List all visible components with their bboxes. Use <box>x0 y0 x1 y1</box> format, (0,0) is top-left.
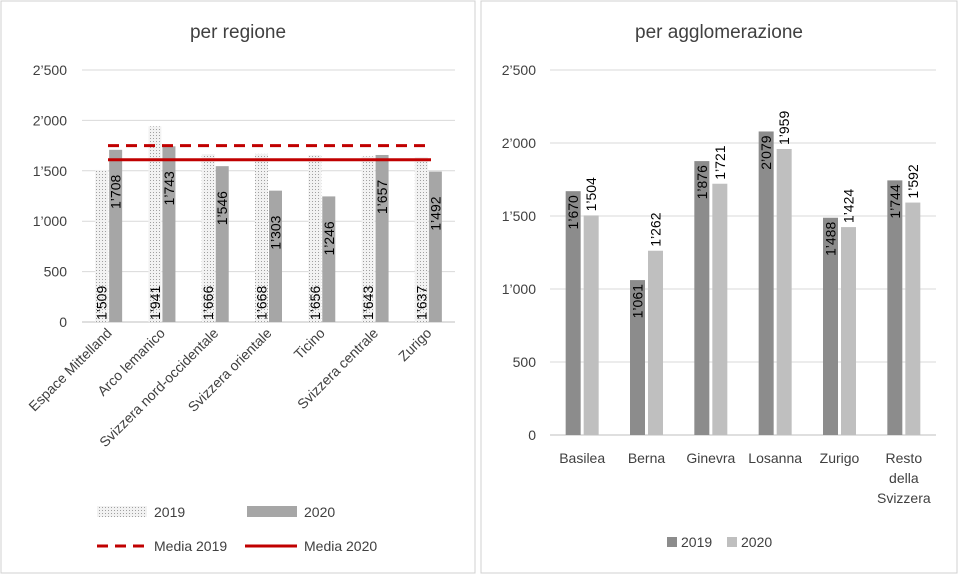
legend-swatch-2020 <box>247 506 297 517</box>
category-label-resto-della-svizzera: Resto della Svizzera <box>877 450 931 506</box>
category-label-berna: Berna <box>628 450 666 466</box>
legend-label-2020: 2020 <box>304 504 335 520</box>
category-label-ginevra: Ginevra <box>686 450 735 466</box>
y-tick-label: 500 <box>44 264 68 280</box>
region-legend: 2019 2020 Media 2019 Media 2020 <box>97 504 377 554</box>
left-panel-frame <box>0 0 476 574</box>
data-label-2019-basilea: 1’670 <box>565 195 581 229</box>
bar-2020-berna <box>648 250 663 435</box>
legend-label-2020: 2020 <box>741 534 772 550</box>
category-label-basilea: Basilea <box>559 450 605 466</box>
data-label-2019-ticino: 1’656 <box>307 286 323 320</box>
data-label-2020-arco-lemanico: 1’743 <box>161 171 177 205</box>
legend-swatch-2020 <box>727 537 737 547</box>
y-tick-label: 0 <box>528 427 536 443</box>
agglomeration-legend: 2019 2020 <box>667 534 772 550</box>
bar-2020-ginevra <box>712 183 728 435</box>
bar-2020-resto-della-svizzera <box>905 202 921 435</box>
data-label-2019-svizzera-orientale: 1’668 <box>254 286 270 320</box>
data-label-2020-zurigo: 1’424 <box>841 189 857 223</box>
y-tick-label: 1’000 <box>502 281 536 297</box>
category-label-zurigo: Zurigo <box>820 450 860 466</box>
legend-label-media-2019: Media 2019 <box>154 538 227 554</box>
legend-label-2019: 2019 <box>681 534 712 550</box>
y-tick-label: 2’000 <box>33 112 67 128</box>
data-label-2019-svizzera-centrale: 1’643 <box>360 286 376 320</box>
bar-2019-berna <box>630 280 645 435</box>
bar-2019-zurigo <box>823 217 838 435</box>
data-label-2020-losanna: 1’959 <box>776 111 792 145</box>
data-label-2020-ginevra: 1’721 <box>712 145 728 179</box>
bar-2020-ticino <box>322 196 336 322</box>
data-label-2019-espace-mittelland: 1’509 <box>94 286 110 320</box>
data-label-2019-zurigo: 1’637 <box>413 286 429 320</box>
legend-label-media-2020: Media 2020 <box>304 538 377 554</box>
data-label-2019-svizzera-nord-occidentale: 1’666 <box>200 286 216 320</box>
bar-2019-arco-lemanico <box>148 126 162 322</box>
bar-2019-svizzera-centrale <box>361 156 375 322</box>
data-label-2020-svizzera-orientale: 1’303 <box>268 215 284 249</box>
data-label-2019-berna: 1’061 <box>630 284 646 318</box>
bar-2020-basilea <box>583 215 599 435</box>
y-tick-label: 1’500 <box>33 163 67 179</box>
data-label-2019-ginevra: 1’876 <box>694 165 710 199</box>
bar-2019-zurigo <box>414 156 428 322</box>
data-label-2020-svizzera-centrale: 1’657 <box>374 180 390 214</box>
data-label-2020-basilea: 1’504 <box>583 177 599 211</box>
bar-2019-svizzera-nord-occidentale <box>201 154 215 322</box>
data-label-2019-arco-lemanico: 1’941 <box>147 286 163 320</box>
legend-swatch-2019-dotted <box>97 506 147 517</box>
bar-2019-losanna <box>758 131 774 435</box>
bar-2020-losanna <box>776 148 792 435</box>
data-label-2020-ticino: 1’246 <box>321 221 337 255</box>
data-label-2020-resto-della-svizzera: 1’592 <box>905 164 921 198</box>
agglomeration-chart-title: per agglomerazione <box>635 22 803 43</box>
region-chart-title: per regione <box>190 22 286 43</box>
y-tick-label: 2’500 <box>502 62 536 78</box>
data-label-2019-losanna: 2’079 <box>758 135 774 169</box>
bar-2019-ginevra <box>694 161 710 435</box>
data-label-2020-berna: 1’262 <box>648 212 664 246</box>
data-label-2020-zurigo: 1’492 <box>427 196 443 230</box>
y-tick-label: 2’500 <box>33 62 67 78</box>
y-tick-label: 1’000 <box>33 213 67 229</box>
bar-2019-basilea <box>565 191 581 435</box>
bar-2020-zurigo <box>428 171 442 322</box>
legend-label-2019: 2019 <box>154 504 185 520</box>
legend-swatch-2019 <box>667 537 677 547</box>
category-label-losanna: Losanna <box>748 450 802 466</box>
data-label-2020-svizzera-nord-occidentale: 1’546 <box>214 191 230 225</box>
bar-2020-zurigo <box>841 227 856 435</box>
bar-2020-svizzera-nord-occidentale <box>215 166 229 322</box>
y-tick-label: 500 <box>513 354 537 370</box>
data-label-2019-resto-della-svizzera: 1’744 <box>887 184 903 218</box>
y-tick-label: 0 <box>59 314 67 330</box>
bar-2019-ticino <box>308 155 322 322</box>
bar-2020-svizzera-centrale <box>375 154 389 322</box>
bar-2019-resto-della-svizzera <box>887 180 903 435</box>
bar-2019-espace-mittelland <box>95 169 109 322</box>
y-tick-label: 2’000 <box>502 135 536 151</box>
bar-2019-svizzera-orientale <box>255 153 268 322</box>
bar-2020-espace-mittelland <box>109 149 123 322</box>
bar-2020-svizzera-orientale <box>269 190 282 322</box>
data-label-2019-zurigo: 1’488 <box>823 222 839 256</box>
y-tick-label: 1’500 <box>502 208 536 224</box>
bar-2020-arco-lemanico <box>162 146 176 322</box>
data-label-2020-espace-mittelland: 1’708 <box>108 174 124 208</box>
